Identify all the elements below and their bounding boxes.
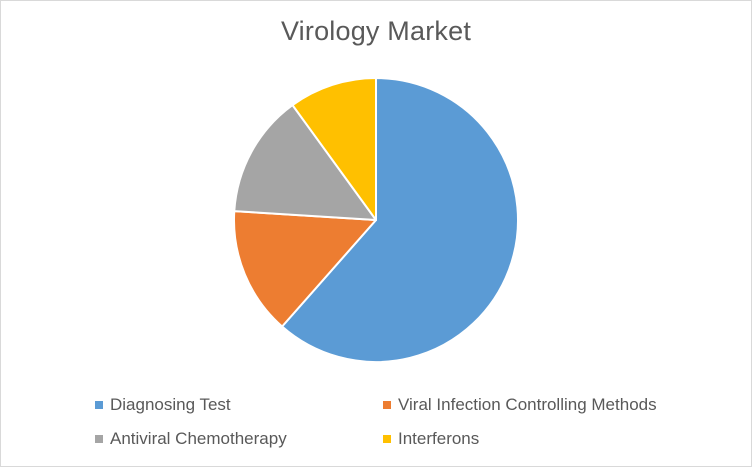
pie-slice-interferons bbox=[291, 77, 377, 221]
chart-title: Virology Market bbox=[280, 16, 472, 46]
pie-slice-diagnosing-test bbox=[281, 77, 519, 363]
pie-slice-viral-infection-controlling-methods bbox=[233, 210, 377, 328]
pie-slice-antiviral-chemotherapy bbox=[233, 104, 377, 221]
